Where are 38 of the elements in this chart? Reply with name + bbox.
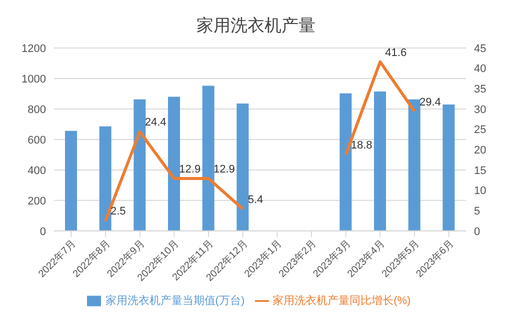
bar — [236, 103, 249, 231]
bar — [340, 93, 352, 231]
data-label: 5.4 — [248, 194, 264, 206]
y2-tick-label: 5 — [474, 205, 480, 218]
y-tick-label: 600 — [28, 134, 46, 146]
bar — [374, 91, 386, 231]
y2-tick-label: 20 — [474, 144, 486, 157]
y-tick-label: 400 — [28, 164, 46, 177]
data-label: 2.5 — [110, 206, 126, 218]
data-label: 12.9 — [214, 163, 235, 176]
y-tick-label: 0 — [40, 226, 46, 238]
legend-label: 家用洗衣机产量同比增长(%) — [272, 294, 411, 307]
y2-tick-label: 25 — [474, 124, 486, 136]
bar — [202, 86, 214, 231]
data-label: 18.8 — [350, 139, 372, 152]
y2-tick-label: 45 — [474, 42, 486, 55]
data-label: 29.4 — [420, 96, 441, 108]
data-label: 41.6 — [385, 46, 407, 59]
y-tick-label: 1200 — [22, 42, 46, 55]
legend-label: 家用洗衣机产量当期值(万台) — [105, 294, 245, 307]
bar — [99, 126, 112, 231]
chart-title: 家用洗衣机产量 — [196, 15, 316, 37]
bar — [65, 130, 77, 231]
bar — [134, 99, 146, 231]
y-tick-label: 800 — [28, 104, 46, 116]
y2-tick-label: 15 — [474, 164, 486, 177]
bar — [442, 104, 455, 231]
y2-tick-label: 0 — [474, 226, 480, 238]
data-label: 24.4 — [144, 116, 166, 129]
y2-tick-label: 30 — [474, 104, 486, 116]
y-tick-label: 1000 — [22, 73, 46, 86]
y-tick-label: 200 — [28, 195, 46, 208]
y2-tick-label: 35 — [474, 84, 486, 96]
bar — [408, 99, 420, 231]
y2-tick-label: 10 — [474, 185, 486, 198]
y2-tick-label: 40 — [474, 63, 486, 76]
bar — [168, 96, 180, 231]
data-label: 12.9 — [179, 163, 201, 176]
